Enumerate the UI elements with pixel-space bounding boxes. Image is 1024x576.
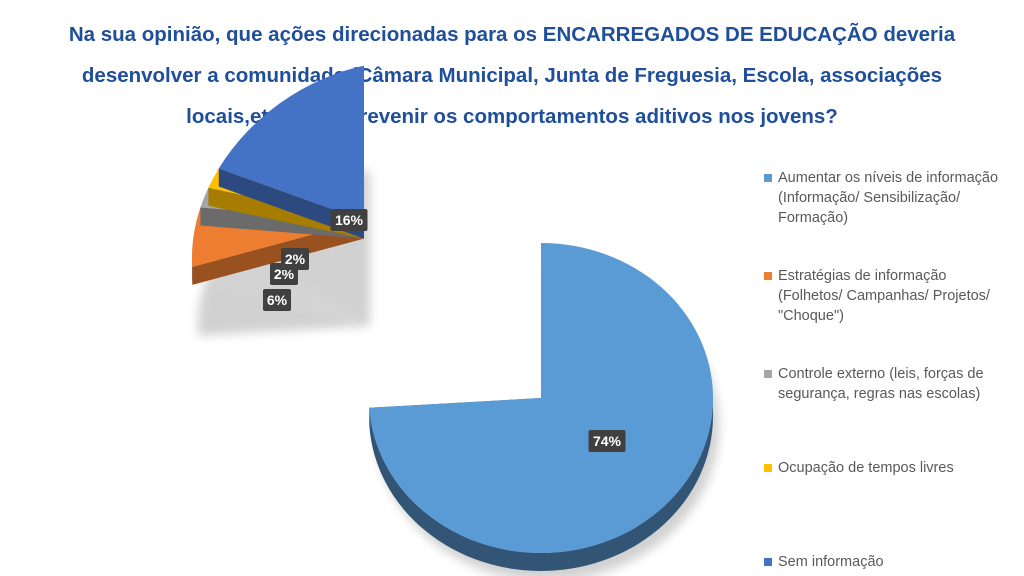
legend-swatch xyxy=(764,370,772,378)
legend-item: Ocupação de tempos livres xyxy=(764,458,1009,478)
value-label: 2% xyxy=(285,251,306,267)
legend-label: Aumentar os níveis de informação (Inform… xyxy=(778,170,999,226)
legend-swatch xyxy=(764,464,772,472)
value-label-box xyxy=(263,289,291,311)
legend-swatch xyxy=(764,558,772,566)
value-label-box xyxy=(588,430,626,452)
value-label: 16% xyxy=(335,212,364,228)
major-slice xyxy=(369,243,713,572)
pie-slice xyxy=(369,243,713,554)
pie-slice-group xyxy=(218,65,364,239)
value-label: 6% xyxy=(267,292,288,308)
value-label-box xyxy=(281,248,309,270)
pie-slice-side xyxy=(218,168,364,239)
legend-item: Sem informação xyxy=(764,552,1009,572)
legend-item: Aumentar os níveis de informação (Inform… xyxy=(764,168,1009,228)
legend-item: Controle externo (leis, forças de segura… xyxy=(764,364,1009,404)
legend-swatch xyxy=(764,174,772,182)
minor-slices xyxy=(191,65,364,285)
pie-slice xyxy=(218,65,364,221)
legend-label: Sem informação xyxy=(778,554,884,570)
pie-slice-group xyxy=(369,243,713,572)
legend-item: Estratégias de informação (Folhetos/ Cam… xyxy=(764,266,1009,326)
legend-label: Estratégias de informação (Folhetos/ Cam… xyxy=(778,268,990,324)
legend-label: Controle externo (leis, forças de segura… xyxy=(778,366,984,402)
value-label: 74% xyxy=(593,433,622,449)
legend-label: Ocupação de tempos livres xyxy=(778,460,954,476)
legend-swatch xyxy=(764,272,772,280)
value-label-box xyxy=(330,209,368,231)
